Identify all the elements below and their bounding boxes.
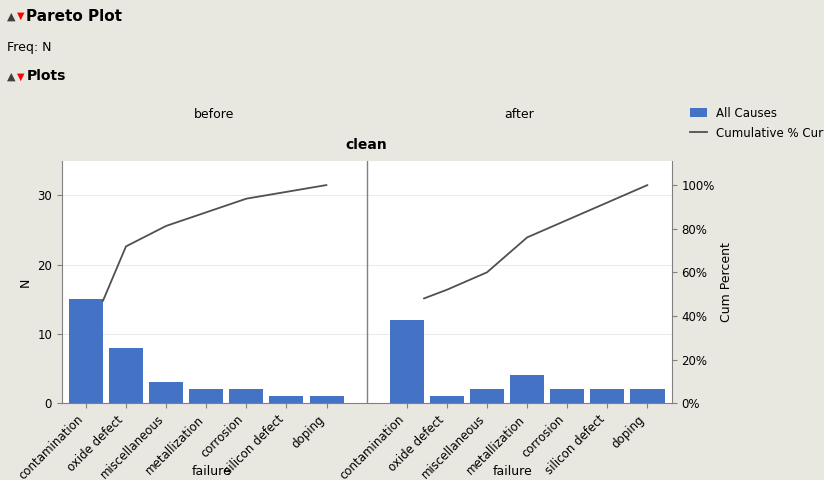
- Bar: [550, 389, 584, 403]
- Text: ▼: ▼: [16, 72, 24, 82]
- Bar: [430, 396, 464, 403]
- Y-axis label: N: N: [19, 277, 31, 287]
- Text: failure: failure: [191, 465, 231, 478]
- Text: after: after: [504, 108, 534, 120]
- Text: clean: clean: [346, 138, 387, 152]
- Text: ▲: ▲: [7, 72, 15, 82]
- Bar: [269, 396, 303, 403]
- Bar: [590, 389, 625, 403]
- Text: Pareto Plot: Pareto Plot: [26, 9, 123, 24]
- Y-axis label: Cum Percent: Cum Percent: [720, 242, 733, 322]
- Text: failure: failure: [493, 465, 533, 478]
- Text: ▲: ▲: [7, 11, 15, 21]
- Bar: [510, 375, 544, 403]
- Bar: [630, 389, 664, 403]
- Bar: [149, 383, 183, 403]
- Text: Freq: N: Freq: N: [7, 41, 51, 54]
- Bar: [109, 348, 143, 403]
- Text: before: before: [194, 108, 234, 120]
- Bar: [190, 389, 223, 403]
- Bar: [69, 300, 103, 403]
- Bar: [470, 389, 504, 403]
- Bar: [310, 396, 344, 403]
- Text: Plots: Plots: [26, 70, 66, 84]
- Bar: [390, 320, 424, 403]
- Legend: All Causes, Cumulative % Curve: All Causes, Cumulative % Curve: [686, 102, 824, 144]
- Text: ▼: ▼: [16, 11, 24, 21]
- Bar: [229, 389, 264, 403]
